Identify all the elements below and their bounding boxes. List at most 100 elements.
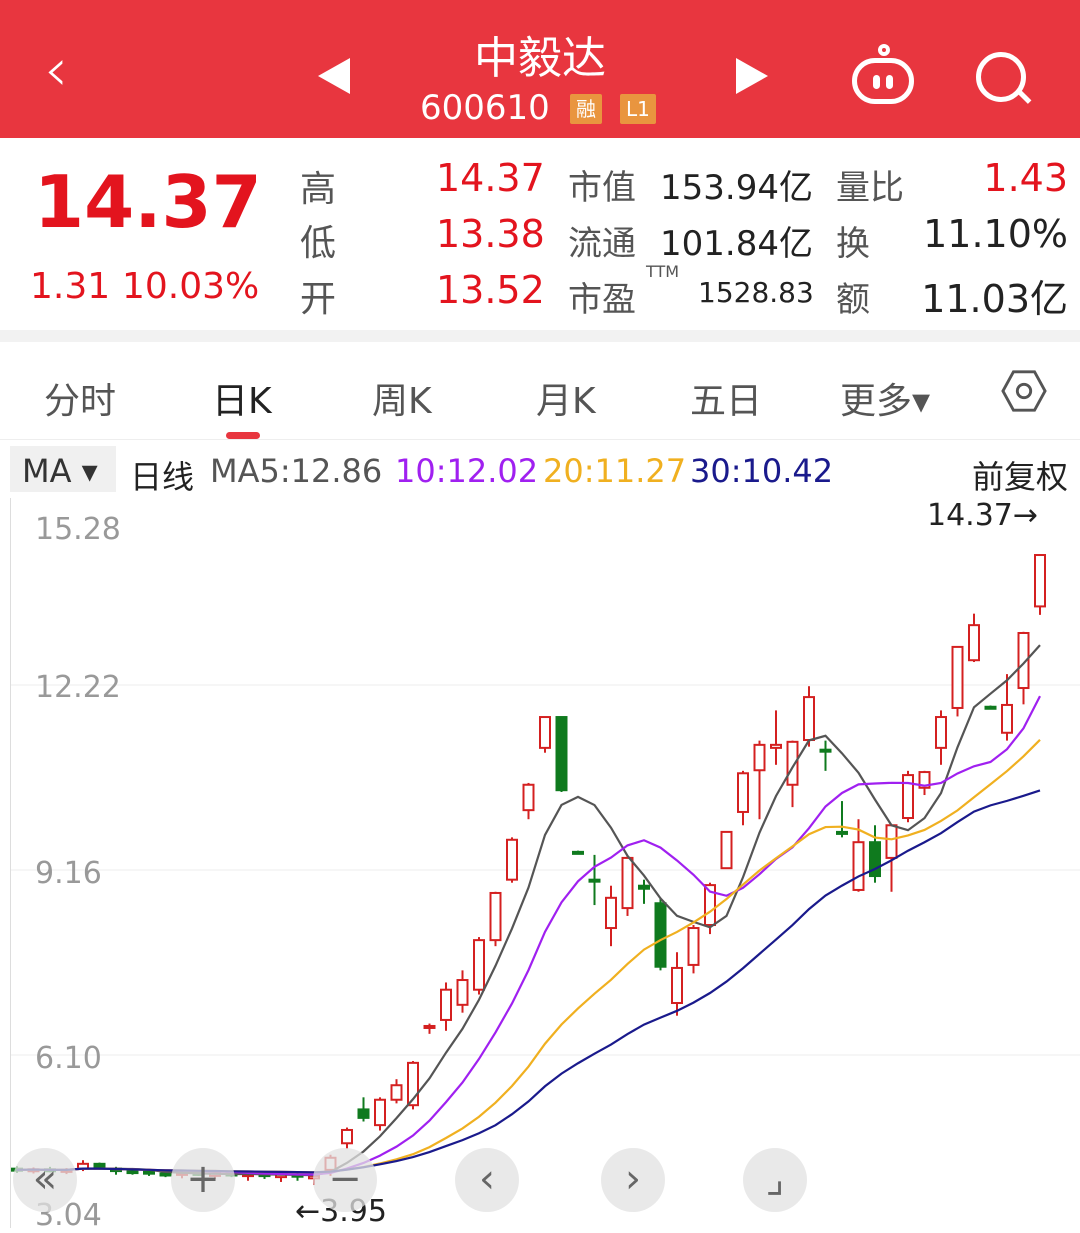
- candle: [852, 819, 865, 892]
- open-label: 开: [300, 279, 337, 320]
- ma20-value: 20:11.27: [543, 452, 687, 490]
- stock-name: 中毅达: [474, 33, 606, 84]
- pan-right-icon[interactable]: ›: [601, 1148, 665, 1212]
- price-change: 1.31: [30, 266, 111, 307]
- y-tick-label: 6.10: [35, 1041, 102, 1076]
- candle: [671, 952, 683, 1016]
- tab-daily-k[interactable]: 日K: [212, 381, 272, 422]
- high-value: 14.37: [436, 156, 545, 200]
- low-value: 13.38: [436, 212, 545, 256]
- pe-value: 1528.83: [698, 276, 814, 309]
- candle: [1034, 554, 1046, 615]
- y-tick-label: 15.28: [35, 512, 121, 547]
- candle: [1001, 674, 1013, 741]
- back-icon[interactable]: ‹: [44, 35, 68, 105]
- candle: [737, 770, 749, 826]
- period-label: 日线: [130, 458, 195, 496]
- candle: [621, 855, 634, 916]
- prev-stock-icon[interactable]: [318, 58, 350, 94]
- candle: [720, 830, 733, 870]
- robot-icon[interactable]: [852, 58, 914, 104]
- rewind-icon[interactable]: «: [13, 1148, 77, 1212]
- ma10-line: [16, 695, 1041, 1176]
- indicator-select-label[interactable]: MA ▾: [22, 452, 98, 490]
- header: ‹ 中毅达 600610 融 L1: [0, 0, 1080, 138]
- search-icon-handle: [1016, 89, 1032, 104]
- mcap-value: 153.94亿: [660, 168, 813, 208]
- ma5-value: MA5:12.86: [210, 452, 383, 490]
- candle: [786, 740, 799, 808]
- candle: [555, 716, 568, 793]
- candle: [654, 897, 667, 971]
- adjust-mode[interactable]: 前复权: [972, 458, 1069, 496]
- ma30-value: 30:10.42: [690, 452, 834, 490]
- tab-weekly-k[interactable]: 周K: [372, 381, 432, 422]
- candle: [588, 854, 601, 906]
- y-tick-label: 12.22: [35, 670, 121, 705]
- amount-value: 11.03亿: [921, 277, 1068, 321]
- candle: [902, 770, 914, 823]
- candle: [605, 885, 617, 947]
- period-tabs: 分时 日K 周K 月K 五日 更多▾: [0, 342, 1080, 440]
- candle: [1017, 631, 1030, 705]
- ma5-line: [16, 644, 1041, 1177]
- candle: [440, 982, 452, 1031]
- kline-svg: [11, 554, 1080, 1185]
- candle: [918, 770, 931, 796]
- ma-legend-bar: MA ▾ 日线 MA5:12.86 10:12.02 20:11.27 30:1…: [0, 440, 1080, 498]
- price-change-pct: 10.03%: [122, 266, 260, 307]
- pan-left-icon[interactable]: ‹: [455, 1148, 519, 1212]
- stock-code: 600610: [420, 88, 550, 128]
- indicator-select[interactable]: [10, 446, 116, 492]
- float-label: 流通: [568, 224, 636, 264]
- level-badge: L1: [620, 94, 656, 124]
- section-divider: [0, 330, 1080, 342]
- candle: [506, 837, 518, 883]
- pe-label: 市盈: [568, 280, 636, 320]
- candle: [473, 937, 485, 995]
- tab-more[interactable]: 更多▾: [840, 381, 931, 422]
- turnover-value: 11.10%: [923, 212, 1068, 256]
- candle: [869, 825, 881, 883]
- max-price-annotation: 14.37→: [927, 498, 1039, 533]
- open-value: 13.52: [436, 268, 545, 312]
- candle: [984, 705, 997, 710]
- candle: [770, 710, 782, 765]
- kline-chart[interactable]: 15.28 12.22 9.16 6.10 3.04 14.37→ ←3.95: [10, 498, 1080, 1233]
- zoom-in-icon[interactable]: +: [171, 1148, 235, 1212]
- mcap-label: 市值: [568, 168, 636, 208]
- search-icon[interactable]: [976, 52, 1026, 102]
- candle: [968, 613, 980, 663]
- next-stock-icon[interactable]: [736, 58, 768, 94]
- candle: [638, 879, 650, 904]
- zoom-out-icon[interactable]: −: [313, 1148, 377, 1212]
- active-tab-indicator: [226, 432, 260, 439]
- fullscreen-icon[interactable]: ⌟: [743, 1148, 807, 1212]
- volume-ratio-label: 量比: [836, 168, 904, 208]
- margin-badge: 融: [570, 94, 602, 124]
- candle: [572, 850, 584, 855]
- candle: [456, 970, 469, 1013]
- candle: [522, 782, 535, 820]
- settings-icon[interactable]: [1000, 368, 1048, 414]
- last-price: 14.37: [34, 160, 262, 244]
- candle: [357, 1097, 370, 1122]
- candle: [935, 710, 947, 765]
- tab-five-day[interactable]: 五日: [690, 381, 763, 422]
- candle: [753, 740, 766, 820]
- tab-intraday[interactable]: 分时: [44, 381, 117, 422]
- ma10-value: 10:12.02: [395, 452, 539, 490]
- turnover-label: 换: [836, 224, 870, 264]
- candle: [341, 1127, 353, 1149]
- candle: [836, 801, 848, 838]
- candle: [489, 891, 502, 947]
- candle: [407, 1061, 419, 1110]
- candle: [951, 645, 964, 717]
- candle: [819, 740, 832, 771]
- robot-antenna: [878, 44, 890, 56]
- tab-monthly-k[interactable]: 月K: [536, 381, 596, 422]
- amount-label: 额: [836, 280, 870, 320]
- pe-ttm-label: TTM: [646, 262, 680, 281]
- y-tick-label: 9.16: [35, 856, 102, 891]
- candle: [390, 1079, 403, 1104]
